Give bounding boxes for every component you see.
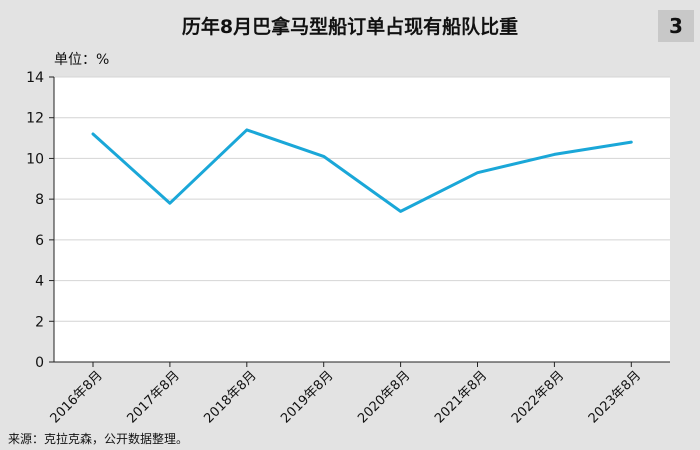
y-tick-label: 14: [26, 70, 44, 86]
y-tick-label: 2: [35, 314, 44, 330]
y-tick-label: 0: [35, 355, 44, 371]
series-group: [91, 128, 633, 213]
x-tick-label: 2019年8月: [278, 368, 336, 426]
x-tick-label: 2018年8月: [201, 368, 259, 426]
plot-area: [54, 77, 670, 362]
y-tick-label: 8: [35, 192, 44, 208]
source-note: 来源：克拉克森，公开数据整理。: [8, 432, 189, 446]
chart-title: 历年8月巴拿马型船订单占现有船队比重: [181, 16, 519, 38]
x-tick-label: 2017年8月: [124, 368, 182, 426]
unit-label: 单位：%: [54, 52, 110, 68]
x-tick-label: 2020年8月: [355, 368, 413, 426]
y-tick-label: 6: [35, 233, 44, 249]
y-tick-label: 12: [26, 111, 44, 127]
x-tick-label: 2023年8月: [586, 368, 644, 426]
x-tick-label: 2016年8月: [48, 368, 106, 426]
series-line: [91, 128, 633, 213]
y-tick-label: 4: [35, 274, 44, 290]
y-axis-ticks: 0 2 4 6 8 10 12 14: [26, 70, 54, 371]
x-tick-label: 2021年8月: [432, 368, 490, 426]
y-tick-label: 10: [26, 151, 44, 167]
x-tick-label: 2022年8月: [509, 368, 567, 426]
page-number-badge: 3: [658, 10, 694, 42]
